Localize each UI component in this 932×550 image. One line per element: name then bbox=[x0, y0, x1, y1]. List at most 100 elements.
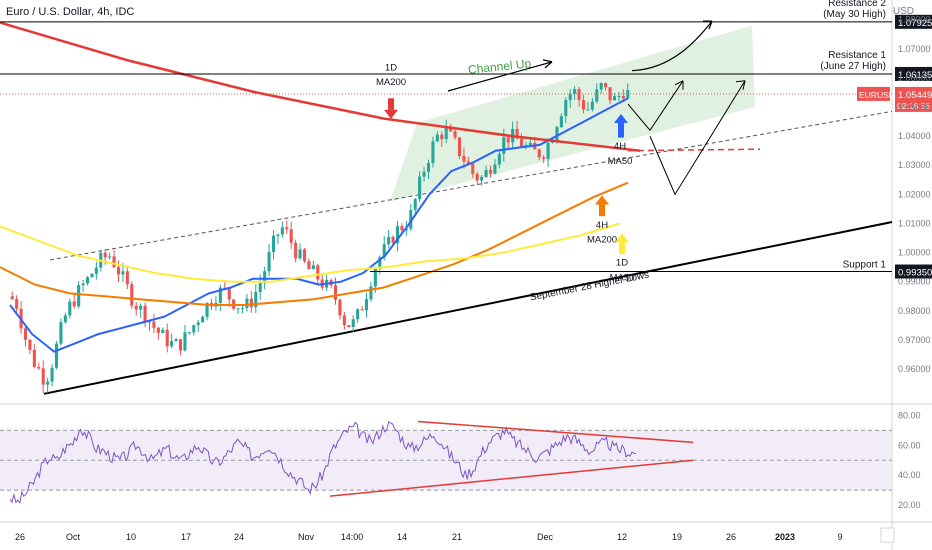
candle bbox=[360, 305, 364, 311]
candle bbox=[165, 323, 169, 353]
candle-body bbox=[316, 265, 320, 280]
candle-body bbox=[453, 131, 457, 138]
candle-body bbox=[59, 322, 63, 344]
candle bbox=[227, 287, 231, 308]
candle-body bbox=[599, 83, 603, 90]
candle-body bbox=[240, 307, 245, 309]
candle-body bbox=[178, 339, 183, 351]
candle bbox=[302, 247, 307, 263]
higher-lows-trendline bbox=[43, 221, 893, 395]
candle bbox=[391, 235, 395, 245]
candle bbox=[90, 273, 94, 278]
candle-body bbox=[360, 309, 364, 311]
ma4h200-arrow-shaft bbox=[599, 204, 605, 217]
candle-body bbox=[568, 93, 572, 100]
level-price-value: 1.06135 bbox=[898, 70, 932, 81]
candle-body bbox=[161, 329, 165, 334]
candle bbox=[276, 233, 280, 245]
candle bbox=[15, 295, 19, 314]
candle-body bbox=[418, 176, 422, 200]
symbol-tag bbox=[857, 86, 890, 101]
candle-body bbox=[108, 256, 112, 258]
candle bbox=[559, 113, 563, 129]
candle-body bbox=[267, 252, 271, 272]
candle-body bbox=[245, 298, 249, 308]
candle bbox=[577, 87, 581, 107]
rsi-lower-trendline bbox=[329, 459, 694, 497]
candle-body bbox=[444, 127, 448, 139]
candle bbox=[94, 261, 98, 280]
candle bbox=[431, 136, 435, 168]
candle-body bbox=[254, 292, 258, 307]
candle-body bbox=[280, 227, 284, 235]
candle bbox=[356, 308, 360, 323]
candle bbox=[289, 221, 293, 250]
candle-body bbox=[263, 271, 267, 284]
time-tick-label: Oct bbox=[66, 532, 81, 542]
candle-body bbox=[165, 329, 169, 347]
level-price-value: 1.07925 bbox=[898, 18, 932, 29]
candle bbox=[147, 320, 152, 331]
candle bbox=[488, 165, 493, 178]
rsi-upper-trendline bbox=[417, 420, 694, 444]
projection-path-1-head bbox=[674, 80, 684, 90]
candle-body bbox=[311, 265, 315, 270]
candle-body bbox=[564, 99, 568, 117]
candle-body bbox=[426, 162, 431, 172]
candle bbox=[23, 325, 28, 347]
candle-body bbox=[590, 101, 594, 110]
ma-line-4h-ma50 bbox=[9, 97, 629, 353]
candle-body bbox=[192, 325, 196, 333]
candle bbox=[156, 326, 160, 340]
candle bbox=[564, 97, 568, 124]
ma1d50-arrow-head bbox=[615, 233, 629, 243]
ma-line-1d-ma50 bbox=[0, 222, 621, 283]
candle-body bbox=[77, 285, 81, 307]
candle-body bbox=[249, 298, 253, 307]
candle-body bbox=[528, 142, 532, 145]
candle-body bbox=[196, 322, 200, 326]
candle bbox=[444, 119, 448, 143]
time-tick-label: 14 bbox=[397, 532, 407, 542]
candle bbox=[413, 197, 417, 217]
candle-body bbox=[147, 321, 152, 323]
candle-body bbox=[130, 284, 134, 306]
candle-body bbox=[333, 285, 338, 300]
candle-body bbox=[54, 343, 59, 368]
candle-body bbox=[506, 137, 510, 143]
price-tick-label: 0.98000 bbox=[898, 306, 931, 316]
candle-body bbox=[205, 302, 209, 317]
price-tick-label: 1.04000 bbox=[898, 131, 931, 141]
candle-body bbox=[387, 237, 391, 245]
candle bbox=[347, 324, 351, 328]
candle-body bbox=[484, 169, 488, 177]
price-tick-label: 1.01000 bbox=[898, 218, 931, 228]
ma4h50-label-2: MA50 bbox=[608, 156, 633, 167]
level-price-value: 0.99350 bbox=[898, 268, 932, 279]
candle-body bbox=[342, 315, 346, 326]
candle-body bbox=[347, 325, 351, 328]
ma1d200-label-1: 1D bbox=[385, 63, 397, 74]
horizontal-levels: Resistance 2(May 30 High) 1.07925 Resistan… bbox=[0, 0, 932, 279]
candle bbox=[387, 230, 391, 248]
candle-body bbox=[271, 235, 276, 253]
candle-body bbox=[41, 368, 45, 385]
candle bbox=[457, 137, 462, 160]
candle-body bbox=[382, 244, 386, 258]
candle bbox=[475, 171, 479, 186]
dotted-trendline bbox=[49, 110, 893, 261]
symbol-tag-text: EURUSD bbox=[859, 90, 895, 100]
ma4h50-arrow-head bbox=[614, 114, 628, 124]
candle-body bbox=[23, 328, 28, 340]
candle bbox=[546, 138, 550, 168]
projection-drawings bbox=[447, 20, 746, 196]
candle bbox=[187, 331, 191, 335]
candle-body bbox=[573, 89, 577, 94]
candle-body bbox=[577, 89, 581, 101]
level-price-tag bbox=[895, 66, 932, 81]
candle bbox=[581, 94, 586, 114]
ma4h200-arrow-head bbox=[595, 195, 609, 205]
candle bbox=[484, 165, 488, 178]
candle-body bbox=[236, 308, 240, 310]
candle-body bbox=[364, 299, 369, 311]
